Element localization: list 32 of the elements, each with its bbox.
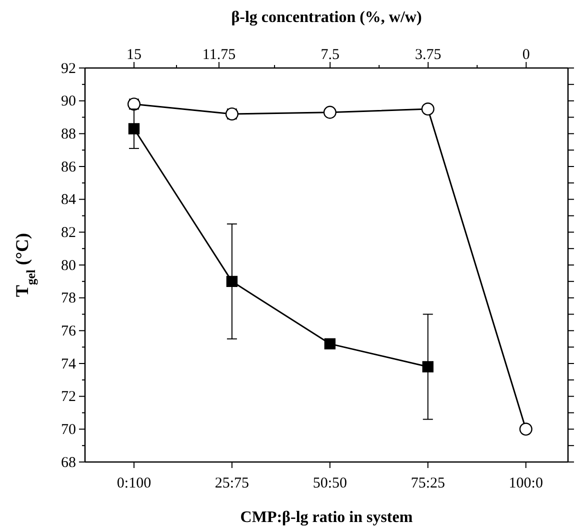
point: [323, 106, 336, 119]
x2-tick-label: 3.75: [415, 47, 442, 63]
x-tick-label: 50:50: [312, 476, 348, 492]
y-tick-label: 80: [61, 258, 76, 274]
y-tick-label: 86: [61, 159, 76, 176]
y-tick-label: 84: [61, 192, 76, 208]
x-tick-label: 100:0: [508, 476, 543, 492]
x2-tick-label: 11.75: [202, 47, 236, 63]
x-tick-label: 75:25: [410, 476, 445, 492]
y-tick-label: 68: [61, 454, 76, 471]
y-tick-label: 70: [61, 422, 76, 438]
x2-tick-label: 15: [126, 47, 142, 63]
x-tick-label: 25:75: [214, 476, 250, 492]
point: [324, 338, 336, 350]
x2-tick-label: 7.5: [320, 47, 340, 63]
y-tick-label: 90: [61, 94, 76, 110]
y-tick-label: 92: [61, 60, 76, 77]
point: [421, 102, 434, 116]
y-tick-label: 76: [61, 323, 76, 340]
point: [128, 123, 140, 134]
y-tick-label: 78: [61, 290, 76, 307]
point: [422, 361, 434, 372]
y-tick-label: 74: [61, 356, 76, 372]
x-tick-label: 0:100: [116, 476, 152, 492]
point: [226, 276, 238, 288]
x2-tick-label: 0: [522, 47, 530, 63]
point: [519, 422, 532, 436]
y-tick-label: 72: [61, 389, 76, 406]
x2-axis-title: β-lg concentration (%, w/w): [231, 9, 422, 26]
y-tick-label: 88: [61, 126, 76, 142]
x-axis-title: CMP:β-lg ratio in system: [240, 509, 414, 526]
y-tick-label: 82: [61, 224, 76, 241]
